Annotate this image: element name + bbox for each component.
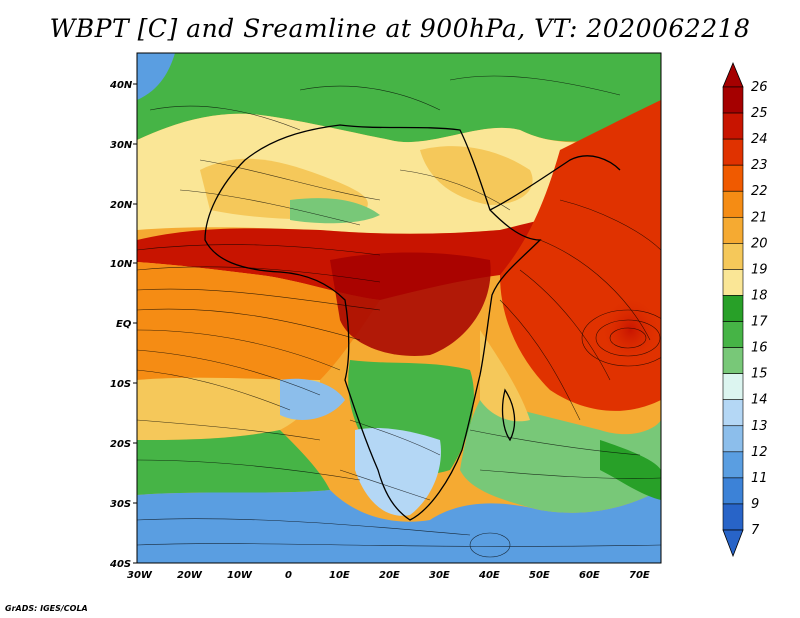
colorbar-level-label: 7: [751, 523, 760, 538]
colorbar-level-label: 21: [751, 210, 768, 225]
colorbar-swatch: [722, 295, 744, 322]
colorbar-swatch: [722, 399, 744, 427]
colorbar-swatch: [722, 451, 744, 479]
colorbar-swatch: [722, 503, 744, 531]
colorbar-level-label: 23: [751, 158, 768, 173]
colorbar-level-label: 12: [751, 445, 768, 460]
colorbar-level-label: 15: [751, 367, 768, 382]
colorbar-level-label: 20: [751, 236, 768, 251]
colorbar-level-label: 24: [751, 132, 768, 147]
colorbar-level-label: 16: [751, 341, 768, 356]
map-frame: [136, 52, 662, 564]
colorbar-swatch: [722, 477, 744, 505]
colorbar-top-arrow: [722, 61, 744, 88]
lon-label: 70E: [629, 570, 650, 581]
lat-label: 40N: [109, 80, 133, 91]
colorbar-swatch: [722, 86, 744, 114]
lon-label: 20E: [379, 570, 400, 581]
colorbar-swatch: [722, 216, 744, 244]
lat-label: 30N: [110, 140, 133, 151]
colorbar-swatch: [722, 164, 744, 192]
streamlines: [137, 75, 661, 558]
lon-axis: 30W 20W 10W 0 10E 20E 30E 40E 50E 60E 70…: [127, 570, 650, 581]
colorbar-level-label: 13: [751, 419, 768, 434]
colorbar: 26 25 24 23 22 21 20 19 18 17 16 15 14 13 12 11 9 7: [722, 61, 768, 558]
colorbar-swatch: [722, 347, 744, 374]
lon-label: 0: [285, 570, 292, 581]
colorbar-swatch: [722, 373, 744, 401]
lon-label: 40E: [478, 570, 500, 581]
colorbar-level-label: 14: [751, 393, 768, 408]
map-plot-area: [137, 53, 661, 563]
lon-label: 50E: [529, 570, 550, 581]
lat-axis: 40N 30N 20N 10N EQ 10S 20S 30S 40S: [109, 80, 133, 570]
lon-label: 30W: [127, 570, 153, 581]
colorbar-swatch: [722, 269, 744, 296]
colorbar-level-label: 25: [751, 106, 768, 121]
lat-label: 10N: [110, 259, 133, 270]
wbpt-field: [137, 53, 661, 563]
colorbar-swatch: [722, 243, 744, 270]
lon-label: 60E: [579, 570, 600, 581]
lon-label: 10E: [329, 570, 350, 581]
colorbar-level-label: 9: [751, 497, 759, 512]
colorbar-level-label: 26: [751, 80, 768, 95]
colorbar-level-label: 22: [751, 184, 768, 199]
lat-label: 10S: [110, 379, 131, 390]
coastlines: [204, 124, 621, 521]
colorbar-swatch: [722, 425, 744, 453]
colorbar-swatch: [722, 112, 744, 140]
colorbar-level-label: 19: [751, 262, 768, 277]
colorbar-swatch: [722, 190, 744, 218]
lon-label: 20W: [177, 570, 203, 581]
colorbar-level-label: 17: [751, 315, 768, 330]
colorbar-level-label: 18: [751, 288, 768, 303]
lat-label: 40S: [109, 559, 131, 570]
map-title: WBPT [C] and Sreamline at 900hPa, VT: 20…: [49, 14, 751, 43]
grads-credit: GrADS: IGES/COLA: [5, 604, 88, 613]
colorbar-level-label: 11: [751, 471, 768, 486]
colorbar-bottom-arrow: [722, 529, 744, 558]
colorbar-swatch: [722, 321, 744, 348]
lat-label: EQ: [116, 319, 132, 330]
lat-label: 20N: [110, 200, 133, 211]
lat-label: 30S: [110, 499, 131, 510]
colorbar-swatch: [722, 138, 744, 166]
lon-label: 10W: [227, 570, 253, 581]
lon-label: 30E: [429, 570, 450, 581]
lat-ticks: [133, 83, 137, 564]
lat-label: 20S: [110, 439, 131, 450]
